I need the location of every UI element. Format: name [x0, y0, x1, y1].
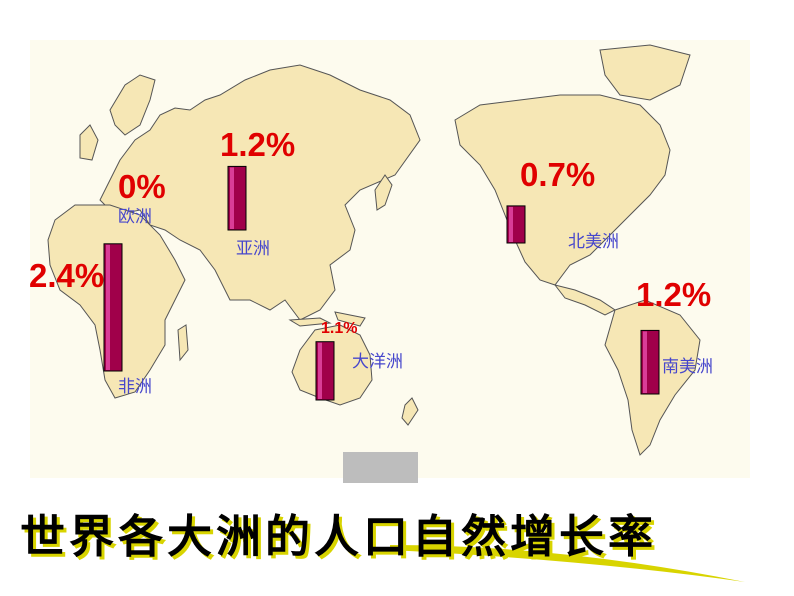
value-label-4: 1.1%	[321, 320, 357, 337]
value-label-2: 1.2%	[220, 126, 295, 163]
value-label-5: 0.7%	[520, 156, 595, 193]
eurasia-landmass	[99, 64, 421, 321]
bar-highlight-5	[509, 206, 513, 242]
continent-label-3: 南美洲	[662, 357, 713, 377]
bar-highlight-4	[318, 342, 322, 399]
gray-placeholder-box	[343, 452, 418, 483]
value-label-3: 1.2%	[636, 276, 711, 313]
british-isles-landmass	[79, 124, 99, 161]
scandinavia-landmass	[109, 74, 156, 136]
japan-islands	[374, 174, 393, 211]
value-label-1: 2.4%	[29, 257, 104, 294]
new-zealand-landmass	[401, 397, 419, 426]
continent-label-2: 亚洲	[236, 239, 270, 259]
north-america-landmass	[454, 94, 671, 286]
bar-group	[103, 165, 660, 401]
bar-highlight-2	[230, 167, 234, 229]
continent-label-5: 北美洲	[568, 232, 619, 252]
decorative-swoosh	[390, 545, 745, 582]
page-title: 世界各大洲的人口自然增长率	[20, 510, 658, 563]
continent-label-6: 欧洲	[118, 207, 152, 227]
bar-highlight-1	[106, 244, 110, 370]
central-america-landmass	[553, 284, 616, 316]
continent-label-4: 大洋洲	[352, 352, 403, 372]
indonesia-islands	[288, 311, 366, 327]
greenland-landmass	[599, 44, 691, 101]
value-labels: 2.4% 1.2% 1.2% 1.1% 0.7% 0%	[29, 126, 711, 337]
madagascar-landmass	[177, 324, 189, 362]
value-label-6: 0%	[118, 168, 166, 205]
bar-highlight-3	[643, 331, 647, 393]
continent-label-1: 非洲	[118, 377, 152, 397]
